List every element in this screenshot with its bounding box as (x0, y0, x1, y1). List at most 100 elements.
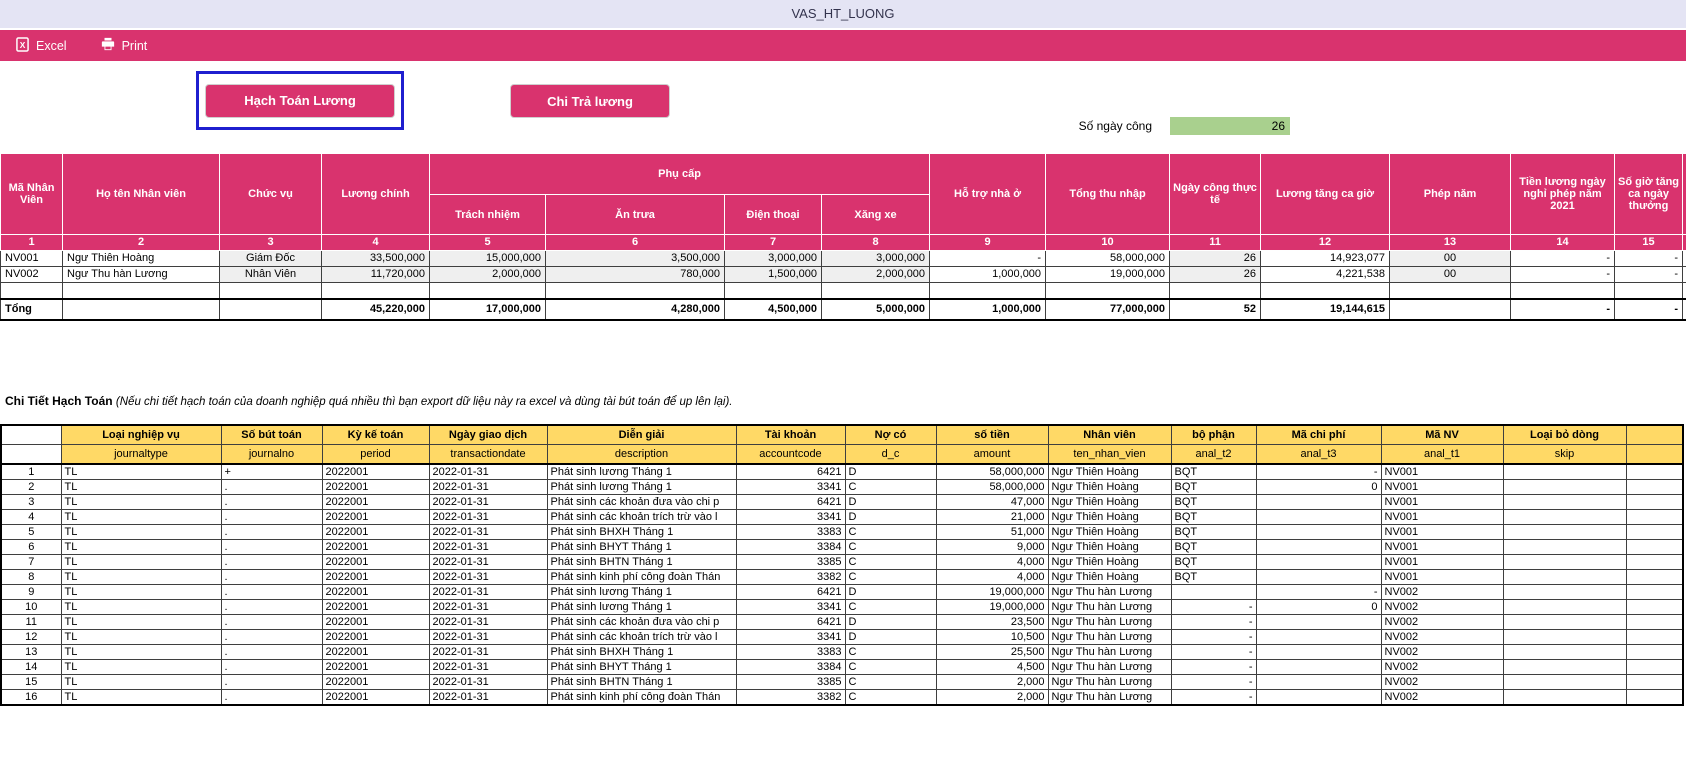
salary-cell: 19,000,000 (1045, 266, 1171, 283)
detail-cell: Ngư Thu hàn Lương (1047, 614, 1172, 630)
salary-cell: - (1510, 266, 1616, 283)
chi-tra-luong-button[interactable]: Chi Trả lương (510, 84, 670, 118)
detail-cell: Phát sinh BHTN Tháng 1 (546, 554, 737, 570)
salary-cell (321, 282, 430, 300)
detail-cell: 2022001 (321, 539, 430, 555)
salary-cell (1614, 282, 1684, 300)
col-header-ngay-cong: Ngày công thực tế (1169, 153, 1262, 235)
detail-cell: 2022001 (321, 569, 430, 585)
detail-cell (1625, 599, 1684, 615)
detail-cell (1255, 614, 1382, 630)
salary-cell (545, 282, 725, 300)
detail-cell (1625, 689, 1684, 706)
table-row: 2 TL. 2022001 2022-01-31 Phát sinh lương Thá… (0, 479, 1684, 495)
detail-cell: 2022001 (321, 674, 430, 690)
salary-cell: 14,923,077 (1260, 250, 1391, 267)
detail-cell: 47,000 (935, 494, 1049, 510)
detail-cell: Phát sinh lương Tháng 1 (546, 599, 737, 615)
workdays-input[interactable]: 26 (1170, 117, 1290, 135)
detail-cell (1255, 689, 1382, 706)
detail-cell: C (844, 554, 937, 570)
detail-cell: Phát sinh các khoản trích trừ vào l (546, 629, 737, 645)
detail-cell: Ngư Thu hàn Lương (1047, 599, 1172, 615)
table-row: NV001 Ngư Thiên Hoàng Giám Đốc 33,500,000 15… (0, 250, 1686, 267)
svg-text:X: X (20, 40, 26, 50)
salary-cell: Giám Đốc (219, 250, 322, 267)
total-label: Tổng (0, 298, 63, 321)
selected-button-outline: Hạch Toán Lương (196, 71, 404, 130)
detail-cell (1502, 644, 1627, 660)
detail-cell: 2,000 (935, 689, 1049, 706)
excel-export-button[interactable]: X Excel (6, 36, 77, 55)
detail-cell: Phát sinh BHTN Tháng 1 (546, 674, 737, 690)
row-number: 8 (0, 569, 62, 585)
detail-cell (1255, 569, 1382, 585)
row-number: 10 (0, 599, 62, 615)
detail-cell (1502, 509, 1627, 525)
detail-cell: 3382 (735, 569, 846, 585)
total-cell (1389, 298, 1512, 321)
detail-cell: 2022-01-31 (428, 569, 548, 585)
detail-cell: TL (60, 629, 222, 645)
detail-cell: C (844, 644, 937, 660)
col-header-phep-nam: Phép năm (1389, 153, 1512, 235)
salary-cell: 58,000,000 (1045, 250, 1171, 267)
detail-cell: Phát sinh kinh phí công đoàn Thán (546, 689, 737, 706)
detail-cell: NV001 (1380, 539, 1504, 555)
detail-cell: TL (60, 554, 222, 570)
salary-cell: 3,000,000 (724, 250, 822, 267)
hach-toan-luong-button[interactable]: Hạch Toán Lương (205, 83, 395, 118)
detail-cell: 3384 (735, 659, 846, 675)
detail-cell: NV001 (1380, 479, 1504, 495)
column-number: 2 (62, 234, 220, 251)
detail-cell: TL (60, 463, 222, 480)
table-row: 16 TL. 2022001 2022-01-31 Phát sinh kinh phí… (0, 689, 1684, 706)
row-number: 14 (0, 659, 62, 675)
detail-cell: . (220, 659, 323, 675)
salary-cell (219, 282, 322, 300)
detail-cell: C (844, 539, 937, 555)
detail-cell: 4,000 (935, 554, 1049, 570)
title-bar: VAS_HT_LUONG (0, 0, 1686, 28)
table-row: 7 TL. 2022001 2022-01-31 Phát sinh BHTN Thán… (0, 554, 1684, 570)
salary-cell: Nhân Viên (219, 266, 322, 283)
detail-cell (1625, 614, 1684, 630)
detail-cell: D (844, 463, 937, 480)
salary-cell: 2,000,000 (820, 266, 931, 283)
detail-cell: C (844, 569, 937, 585)
detail-cell: NV002 (1380, 659, 1504, 675)
salary-cell (1510, 282, 1616, 300)
detail-cell: NV001 (1380, 463, 1504, 480)
table-row: 12 TL. 2022001 2022-01-31 Phát sinh các khoả… (0, 629, 1684, 645)
detail-cell: NV002 (1380, 584, 1504, 600)
column-number: 5 (429, 234, 546, 251)
col-header-tong-thu-nhap: Tổng thu nhập (1045, 153, 1171, 235)
detail-cell: - (1170, 614, 1257, 630)
column-number-row: 1 2 3 4 5 6 7 8 9 10 11 12 13 14 15 (0, 234, 1686, 251)
detail-field-name: d_c (844, 444, 937, 465)
detail-col-header: Số bút toán (220, 424, 323, 445)
print-button[interactable]: Print (91, 37, 158, 54)
detail-cell: TL (60, 524, 222, 540)
table-row: 13 TL. 2022001 2022-01-31 Phát sinh BHXH Thá… (0, 644, 1684, 660)
detail-cell: . (220, 644, 323, 660)
total-cell: 17,000,000 (429, 298, 546, 321)
detail-cell: 2022001 (321, 599, 430, 615)
salary-cell (62, 282, 220, 300)
detail-cell: 2,000 (935, 674, 1049, 690)
detail-cell: Phát sinh lương Tháng 1 (546, 463, 737, 480)
column-number: 13 (1389, 234, 1512, 251)
detail-cell: 2022001 (321, 659, 430, 675)
detail-cell: NV001 (1380, 509, 1504, 525)
detail-cell: . (220, 614, 323, 630)
detail-cell: 2022-01-31 (428, 644, 548, 660)
detail-cell (1502, 569, 1627, 585)
detail-cell: Ngư Thu hàn Lương (1047, 674, 1172, 690)
detail-caption: Chi Tiết Hạch Toán (Nếu chi tiết hạch to… (5, 394, 733, 408)
table-row: NV002 Ngư Thu hàn Lương Nhân Viên 11,720,00… (0, 266, 1686, 283)
detail-cell: Ngư Thiên Hoàng (1047, 509, 1172, 525)
detail-corner-cell (0, 444, 62, 465)
salary-cell (1169, 282, 1262, 300)
detail-cell: 6421 (735, 584, 846, 600)
